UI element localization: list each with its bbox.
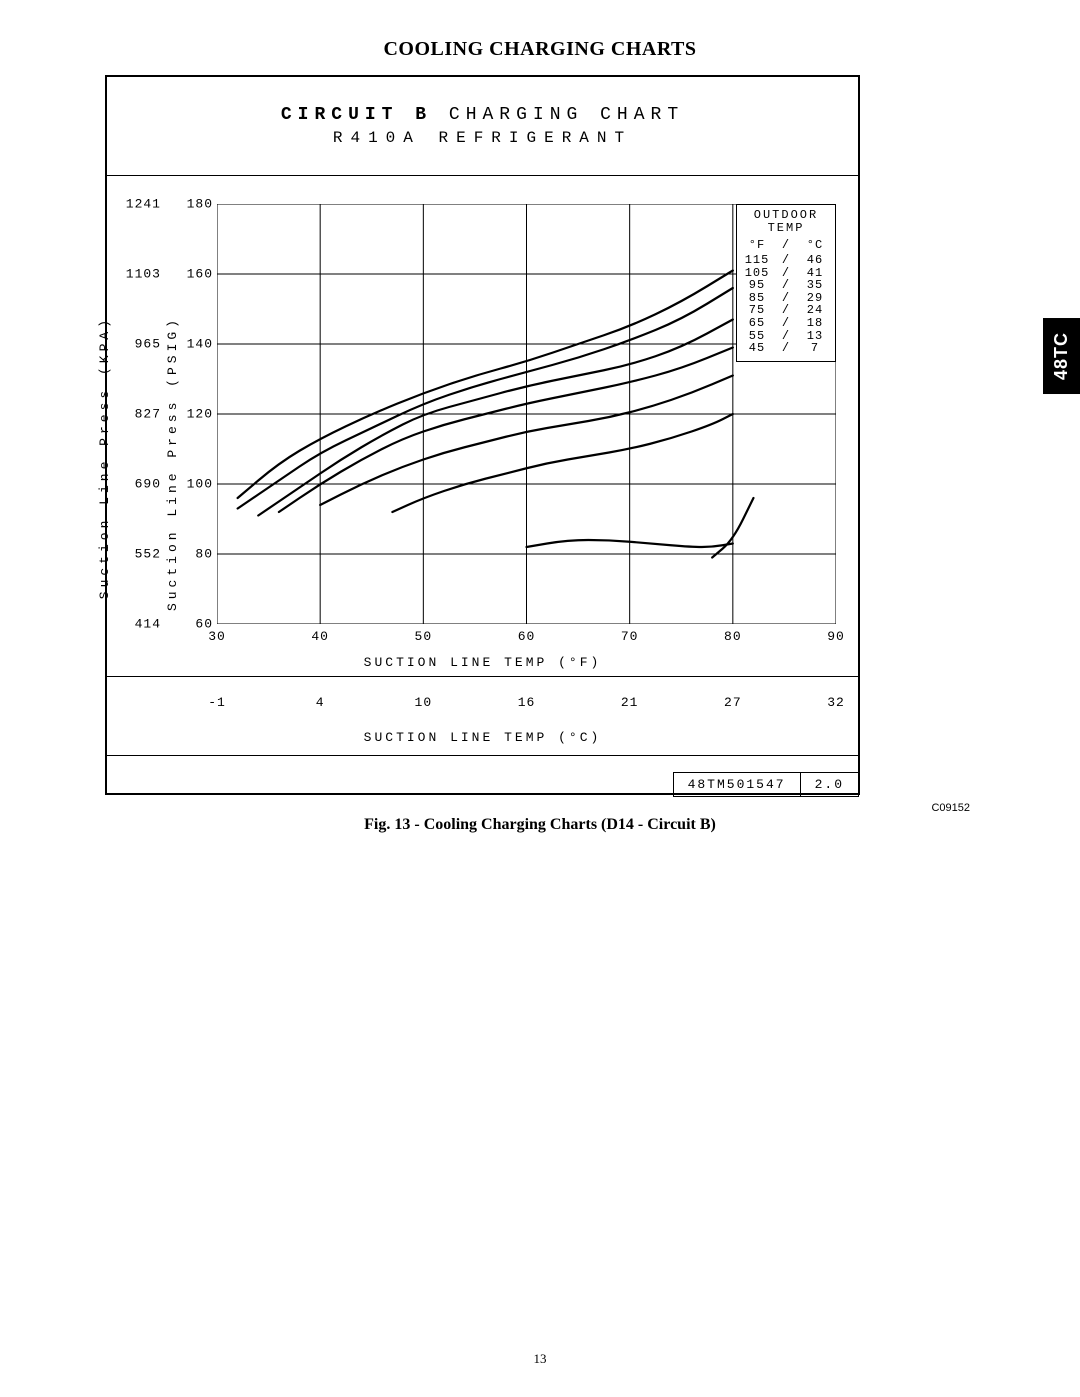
y-tick-kpa: 414	[115, 617, 161, 632]
side-tab-48tc: 48TC	[1043, 318, 1080, 394]
y-tick-psig: 100	[183, 477, 213, 492]
x-tick-f: 80	[724, 629, 742, 644]
legend-title-l2: TEMP	[741, 222, 831, 235]
y-tick-kpa: 1241	[115, 197, 161, 212]
legend-c: 7	[801, 342, 829, 355]
chart-subtitle: R410A REFRIGERANT	[107, 129, 858, 147]
legend-f: 65	[743, 317, 771, 330]
x-tick-f: 60	[518, 629, 536, 644]
legend-header: °F / °C	[741, 239, 831, 252]
page: COOLING CHARGING CHARTS 48TC CIRCUIT B C…	[0, 0, 1080, 1397]
chart-title-bold: CIRCUIT B	[281, 105, 432, 125]
y-tick-psig: 160	[183, 267, 213, 282]
x-tick-c: 27	[724, 695, 742, 710]
y-tick-kpa: 1103	[115, 267, 161, 282]
section-title: COOLING CHARGING CHARTS	[0, 38, 1080, 61]
legend-row: 95/35	[741, 279, 831, 292]
x-axis-label-f: SUCTION LINE TEMP (°F)	[107, 655, 858, 670]
x-tick-c: 21	[621, 695, 639, 710]
doc-rev: 2.0	[801, 772, 859, 797]
x-tick-c: 10	[415, 695, 433, 710]
legend-header-sep: /	[772, 239, 800, 252]
legend-row: 115/46	[741, 254, 831, 267]
charging-chart-frame: CIRCUIT B CHARGING CHART R410A REFRIGERA…	[105, 75, 860, 795]
legend-header-c: °C	[801, 239, 829, 252]
legend-sep: /	[772, 317, 800, 330]
y-axis-label-kpa: Suction Line Press (KPA)	[97, 316, 112, 599]
legend-row: 45/7	[741, 342, 831, 355]
x-tick-c: 32	[827, 695, 845, 710]
legend-c: 46	[801, 254, 829, 267]
chart-title: CIRCUIT B CHARGING CHART	[107, 105, 858, 125]
doc-number-box: 48TM501547 2.0	[673, 772, 859, 797]
y-tick-psig: 80	[183, 547, 213, 562]
x-tick-c: -1	[208, 695, 226, 710]
legend-row: 65/18	[741, 317, 831, 330]
legend-c: 18	[801, 317, 829, 330]
y-tick-psig: 140	[183, 337, 213, 352]
legend-outdoor-temp: OUTDOOR TEMP °F / °C 115/46105/4195/3585…	[736, 204, 836, 362]
y-tick-psig: 120	[183, 407, 213, 422]
x-tick-f: 40	[311, 629, 329, 644]
x-tick-c: 4	[316, 695, 325, 710]
legend-title: OUTDOOR TEMP	[741, 209, 831, 235]
legend-header-f: °F	[743, 239, 771, 252]
x-axis-celsius-wrap: -1 4 10 16 21 27 32 SUCTION LINE TEMP (°C)	[107, 677, 858, 756]
image-code: C09152	[931, 802, 970, 814]
legend-sep: /	[772, 279, 800, 292]
y-tick-kpa: 965	[115, 337, 161, 352]
y-tick-kpa: 552	[115, 547, 161, 562]
y-axis-label-psig: Suction Line Press (PSIG)	[165, 316, 180, 611]
figure-caption: Fig. 13 - Cooling Charging Charts (D14 -…	[0, 816, 1080, 834]
legend-f: 45	[743, 342, 771, 355]
legend-sep: /	[772, 254, 800, 267]
x-tick-c: 16	[518, 695, 536, 710]
x-tick-f: 30	[208, 629, 226, 644]
y-tick-kpa: 690	[115, 477, 161, 492]
legend-f: 95	[743, 279, 771, 292]
doc-number: 48TM501547	[673, 772, 801, 797]
chart-header: CIRCUIT B CHARGING CHART R410A REFRIGERA…	[107, 77, 858, 176]
x-tick-f: 70	[621, 629, 639, 644]
x-axis-label-c: SUCTION LINE TEMP (°C)	[107, 730, 858, 745]
x-tick-f: 50	[415, 629, 433, 644]
y-tick-kpa: 827	[115, 407, 161, 422]
y-tick-psig: 180	[183, 197, 213, 212]
page-number: 13	[0, 1351, 1080, 1367]
chart-plot-wrap: Suction Line Press (KPA) Suction Line Pr…	[107, 176, 858, 677]
chart-title-rest: CHARGING CHART	[432, 105, 684, 125]
doc-number-wrap: 48TM501547 2.0	[107, 756, 858, 796]
legend-sep: /	[772, 342, 800, 355]
x-tick-f: 90	[827, 629, 845, 644]
legend-c: 35	[801, 279, 829, 292]
legend-f: 115	[743, 254, 771, 267]
